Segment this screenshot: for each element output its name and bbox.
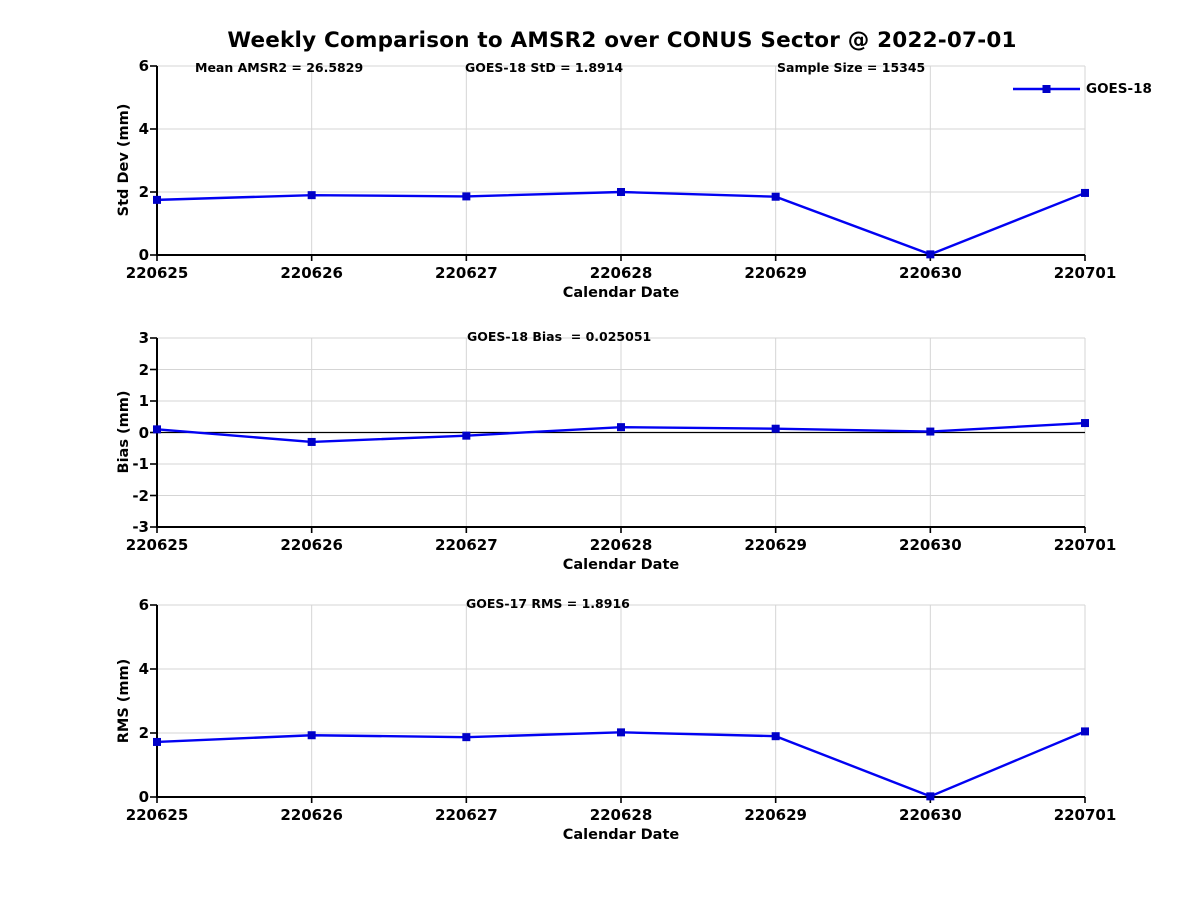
x-tick-label: 220628 bbox=[589, 806, 653, 824]
y-tick-label: -2 bbox=[132, 486, 149, 505]
y-tick-label: 0 bbox=[138, 423, 149, 442]
xlabel-calendar-date-2: Calendar Date bbox=[562, 557, 680, 573]
x-tick-label: 220627 bbox=[435, 536, 498, 554]
legend-label-goes18: GOES-18 bbox=[1086, 81, 1152, 97]
x-tick-label: 220625 bbox=[125, 536, 189, 554]
x-tick-label: 220629 bbox=[744, 806, 807, 824]
y-tick-label: 2 bbox=[138, 360, 149, 379]
x-tick-label: 220630 bbox=[899, 264, 962, 282]
x-tick-label: 220630 bbox=[899, 536, 962, 554]
y-tick-label: -1 bbox=[132, 455, 149, 473]
x-tick-label: 220626 bbox=[280, 806, 343, 824]
x-tick-label: 220626 bbox=[280, 264, 343, 282]
subtitle-goes18-bias: GOES-18 Bias = 0.025051 bbox=[467, 329, 652, 344]
xlabel-calendar-date-1: Calendar Date bbox=[562, 285, 680, 301]
y-tick-label: 2 bbox=[138, 183, 149, 201]
y-tick-label: 6 bbox=[138, 57, 149, 75]
y-tick-label: 0 bbox=[138, 788, 149, 806]
x-tick-label: 220701 bbox=[1053, 536, 1117, 554]
x-tick-label: 220629 bbox=[744, 536, 807, 554]
y-tick-label: 0 bbox=[138, 246, 149, 264]
x-tick-label: 220626 bbox=[280, 536, 343, 554]
y-tick-label: 4 bbox=[138, 660, 149, 678]
chart-title: Weekly Comparison to AMSR2 over CONUS Se… bbox=[227, 28, 1017, 53]
x-tick-label: 220629 bbox=[744, 264, 807, 282]
y-tick-label: -3 bbox=[132, 518, 149, 536]
x-tick-label: 220627 bbox=[435, 264, 498, 282]
xlabel-calendar-date-3: Calendar Date bbox=[562, 827, 680, 843]
x-tick-label: 220628 bbox=[589, 264, 653, 282]
y-tick-label: 6 bbox=[138, 596, 149, 614]
y-tick-label: 1 bbox=[138, 392, 149, 410]
annotation-mean-amsr2: Mean AMSR2 = 26.5829 bbox=[195, 60, 364, 75]
y-tick-label: 4 bbox=[138, 120, 149, 138]
x-tick-label: 220628 bbox=[589, 536, 653, 554]
x-tick-label: 220701 bbox=[1053, 264, 1117, 282]
x-tick-label: 220625 bbox=[125, 806, 189, 824]
x-tick-label: 220701 bbox=[1053, 806, 1117, 824]
x-tick-label: 220627 bbox=[435, 806, 498, 824]
y-tick-label: 3 bbox=[138, 329, 149, 347]
y-tick-label: 2 bbox=[138, 724, 149, 742]
subtitle-goes17-rms: GOES-17 RMS = 1.8916 bbox=[466, 596, 630, 611]
x-tick-label: 220630 bbox=[899, 806, 962, 824]
x-tick-label: 220625 bbox=[125, 264, 189, 282]
annotation-sample-size: Sample Size = 15345 bbox=[777, 60, 926, 75]
annotation-goes18-std: GOES-18 StD = 1.8914 bbox=[465, 60, 624, 75]
